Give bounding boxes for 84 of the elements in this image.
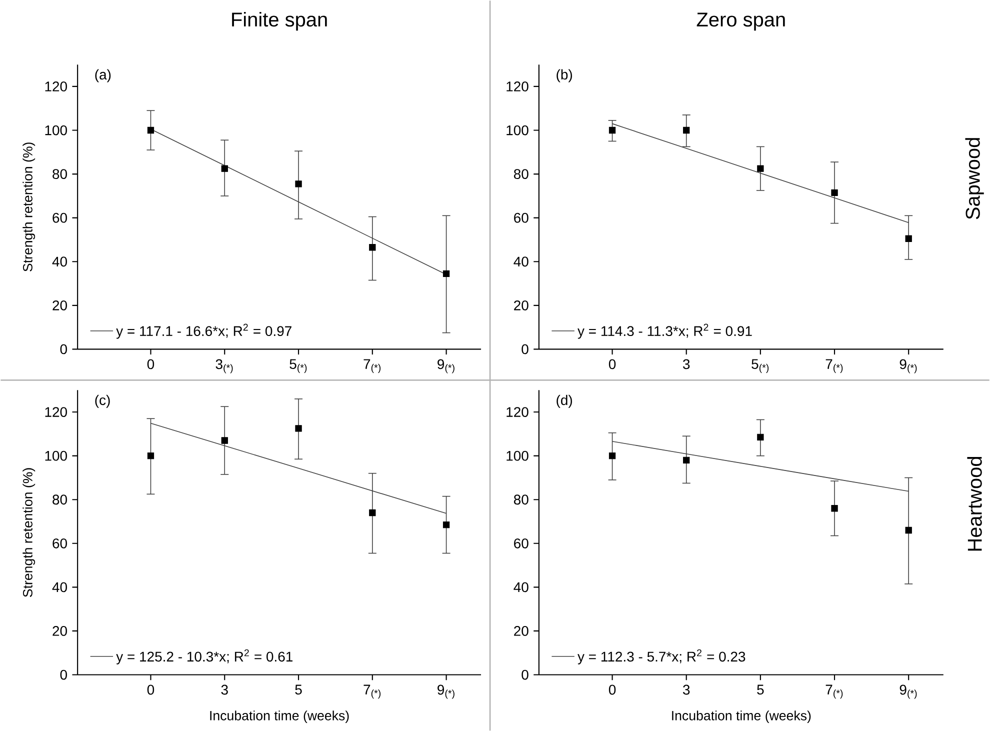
y-tick-label: 80: [514, 168, 528, 179]
y-tick-label: 120: [45, 406, 67, 417]
y-tick-label: 40: [52, 582, 67, 592]
point: [608, 126, 616, 134]
y-tick-label: 20: [514, 626, 528, 636]
point: [831, 189, 838, 196]
x-tick-label: 7$_{(*)}$: [364, 684, 381, 698]
y-tick-label: 20: [52, 300, 67, 310]
y-tick-label: 60: [52, 212, 67, 223]
y-tick-label: 0: [60, 670, 67, 680]
annotation: (c): [95, 394, 110, 408]
legend-label: y = 112.3 - 5.7*x; R$^{2}$ = 0.23: [578, 649, 746, 664]
legend-label: y = 114.3 - 11.3*x; R$^{2}$ = 0.91: [578, 324, 752, 339]
y-tick-label: 100: [45, 450, 67, 461]
y-tick-label: 40: [514, 256, 528, 266]
y-tick-label: 80: [52, 168, 67, 179]
y-tick-label: 100: [506, 450, 528, 461]
y-axis-title: Strength retention (%): [22, 468, 36, 597]
x-tick-label: 3: [682, 684, 690, 695]
point: [831, 504, 838, 512]
point: [147, 452, 154, 459]
point: [683, 456, 690, 464]
x-tick-label: 3: [682, 359, 690, 369]
x-tick-label: 0: [147, 359, 154, 369]
y-tick-label: 0: [522, 344, 528, 354]
y-tick-label: 100: [506, 125, 528, 136]
x-tick-label: 5: [295, 684, 302, 694]
text: Sapwood: [965, 138, 984, 219]
point: [905, 526, 912, 534]
point: [147, 126, 154, 134]
chart-title: Finite span: [232, 12, 327, 30]
point: [757, 165, 764, 172]
point: [442, 521, 450, 528]
x-tick-label: 9$_{(*)}$: [438, 684, 454, 699]
y-tick-label: 120: [45, 81, 67, 92]
y-tick-label: 60: [514, 538, 528, 548]
x-tick-label: 0: [608, 359, 616, 369]
point: [295, 180, 302, 188]
y-tick-label: 0: [60, 344, 67, 354]
point: [221, 165, 228, 172]
x-tick-label: 5$_{(*)}$: [752, 359, 769, 373]
x-tick-label: 3: [221, 684, 228, 695]
point: [608, 452, 616, 459]
x-axis-title: Incubation time (weeks): [210, 710, 349, 723]
point: [683, 126, 690, 134]
y-tick-label: 80: [52, 494, 67, 504]
legend-label: y = 125.2 - 10.3*x; R$^{2}$ = 0.61: [116, 649, 292, 664]
x-tick-label: 9$_{(*)}$: [900, 359, 917, 374]
y-axis-title: Strength retention (%): [22, 142, 36, 272]
y-tick-label: 40: [52, 256, 67, 266]
x-tick-label: 7$_{(*)}$: [826, 359, 843, 373]
x-tick-label: 7$_{(*)}$: [364, 359, 381, 373]
y-tick-label: 20: [514, 300, 528, 310]
y-tick-label: 120: [506, 406, 528, 417]
y-tick-label: 20: [52, 626, 67, 636]
point: [369, 509, 376, 516]
y-tick-label: 80: [514, 494, 528, 504]
legend-label: y = 117.1 - 16.6*x; R$^{2}$ = 0.97: [116, 324, 292, 339]
point: [369, 244, 376, 251]
point: [905, 235, 912, 242]
y-tick-label: 100: [45, 125, 67, 136]
x-tick-label: 7$_{(*)}$: [826, 684, 843, 698]
x-tick-label: 9$_{(*)}$: [900, 684, 917, 699]
y-tick-label: 0: [522, 670, 528, 680]
x-tick-label: 0: [608, 684, 616, 695]
point: [295, 424, 302, 432]
y-tick-label: 40: [514, 582, 528, 592]
x-tick-label: 0: [147, 684, 154, 695]
x-tick-label: 3$_{(*)}$: [216, 359, 233, 374]
x-tick-label: 9$_{(*)}$: [438, 359, 454, 374]
annotation: (b): [556, 69, 572, 82]
point: [757, 434, 764, 440]
text: Heartwood: [967, 456, 982, 550]
y-tick-label: 120: [506, 81, 528, 92]
point: [442, 270, 450, 277]
point: [221, 436, 228, 444]
annotation: (a): [95, 69, 111, 82]
x-tick-label: 5: [757, 684, 764, 694]
x-axis-title: Incubation time (weeks): [672, 710, 811, 723]
x-tick-label: 5$_{(*)}$: [290, 359, 307, 373]
y-tick-label: 60: [52, 538, 67, 548]
y-tick-label: 60: [514, 212, 528, 223]
chart-title: Zero span: [696, 12, 785, 30]
annotation: (d): [556, 394, 572, 408]
